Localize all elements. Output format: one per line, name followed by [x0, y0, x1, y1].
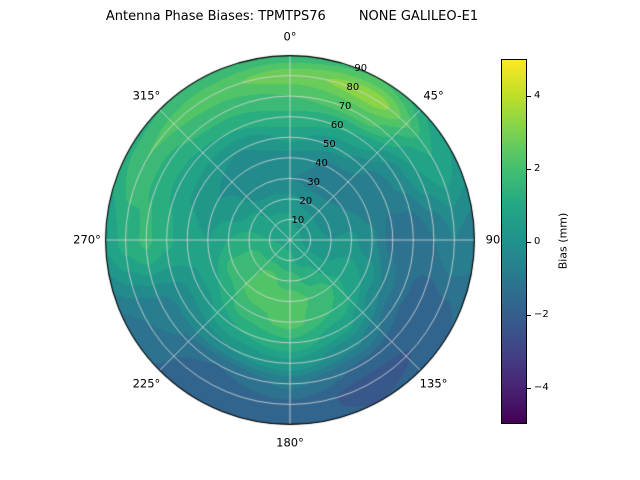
radial-tick-label: 30	[307, 177, 320, 189]
chart-title: Antenna Phase Biases: TPMTPS76 NONE GALI…	[105, 9, 479, 24]
radial-tick-label: 10	[291, 215, 305, 226]
radial-tick-label: 90	[354, 63, 368, 75]
angular-tick-label: 180°	[276, 435, 304, 450]
radial-tick-label: 50	[322, 139, 336, 151]
angular-tick-label: 135°	[419, 375, 448, 390]
angular-tick-label: 270°	[73, 232, 101, 247]
radial-tick-label: 70	[338, 101, 352, 113]
radial-tick-label: 20	[299, 196, 313, 208]
angular-tick-label: 90	[485, 232, 501, 247]
colorbar-tick-label: 4	[534, 89, 541, 101]
colorbar-tick-label: 2	[534, 162, 541, 174]
colorbar-tick-mark	[527, 168, 531, 170]
angular-tick-label: 0°	[283, 29, 297, 44]
colorbar-label: Bias (mm)	[556, 212, 570, 270]
colorbar-tick-mark	[527, 314, 531, 316]
colorbar-tick-label: −4	[534, 381, 549, 393]
colorbar-tick-label: 0	[534, 235, 541, 247]
colorbar-tick-mark	[527, 241, 531, 243]
radial-tick-label: 60	[330, 120, 344, 132]
polar-heatmap	[104, 54, 476, 426]
radial-tick-label: 80	[346, 82, 360, 94]
angular-tick-label: 225°	[132, 375, 161, 390]
colorbar-tick-mark	[527, 95, 531, 97]
angular-tick-label: 45°	[423, 88, 444, 103]
radial-tick-label: 40	[315, 158, 328, 170]
colorbar-tick-label: −2	[534, 308, 549, 320]
angular-tick-label: 315°	[132, 88, 161, 103]
colorbar	[501, 59, 527, 424]
colorbar-tick-mark	[527, 387, 531, 389]
